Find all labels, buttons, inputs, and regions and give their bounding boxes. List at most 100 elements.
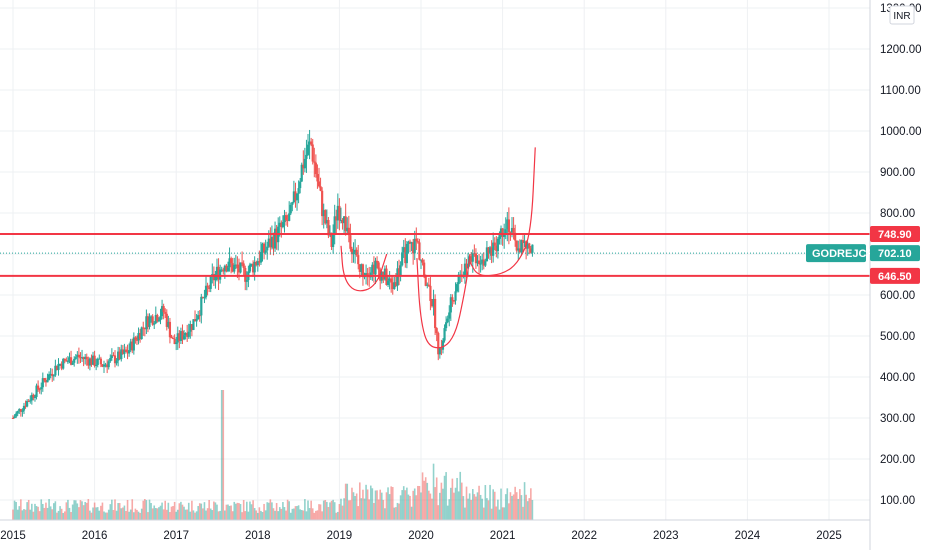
candle-body bbox=[386, 280, 390, 285]
candle-body bbox=[217, 266, 220, 280]
candle-body bbox=[110, 355, 113, 358]
candle-body bbox=[311, 144, 314, 162]
candle-body bbox=[372, 264, 376, 275]
candle-body bbox=[30, 394, 33, 401]
candle-body bbox=[124, 349, 128, 352]
candle-body bbox=[214, 274, 217, 281]
candle-body bbox=[107, 361, 110, 368]
candle-body bbox=[43, 378, 46, 381]
support-resistance-lines[interactable] bbox=[0, 232, 870, 277]
candle-body bbox=[514, 232, 517, 241]
y-tick-label: 300.00 bbox=[880, 413, 915, 425]
annotation-curve-1 bbox=[416, 253, 471, 349]
x-tick-label: 2024 bbox=[735, 530, 761, 542]
last-price-tag-label: 702.10 bbox=[878, 248, 912, 260]
candle-body bbox=[283, 215, 286, 223]
candle-body bbox=[51, 373, 54, 376]
candle-body bbox=[135, 339, 139, 341]
candle-body bbox=[73, 358, 76, 363]
candle-body bbox=[164, 312, 167, 314]
candle-body bbox=[186, 333, 189, 337]
candle-body bbox=[159, 316, 162, 321]
candle-body bbox=[388, 278, 391, 281]
candle-body bbox=[419, 259, 423, 261]
candle-body bbox=[206, 285, 209, 288]
candle-body bbox=[129, 341, 132, 351]
candle-body bbox=[26, 400, 29, 407]
candle-body bbox=[424, 276, 427, 286]
candle-body bbox=[231, 263, 234, 272]
x-tick-label: 2021 bbox=[490, 530, 516, 542]
candle-body bbox=[171, 338, 175, 340]
candle-body bbox=[434, 298, 437, 329]
y-tick-label: 600.00 bbox=[880, 290, 915, 302]
candle-body bbox=[146, 316, 150, 327]
candle-body bbox=[123, 349, 126, 354]
candle-body bbox=[339, 220, 343, 222]
candle-body bbox=[101, 364, 104, 367]
candle-body bbox=[16, 411, 19, 414]
candle-body bbox=[115, 360, 118, 364]
x-tick-label: 2025 bbox=[816, 530, 842, 542]
candle-body bbox=[358, 264, 361, 272]
y-tick-label: 1200.00 bbox=[880, 44, 922, 56]
candle-body bbox=[526, 243, 529, 249]
candle-body bbox=[234, 264, 237, 266]
y-tick-label: 100.00 bbox=[880, 495, 915, 507]
candle-body bbox=[121, 349, 124, 354]
candle-body bbox=[102, 364, 106, 367]
x-tick-label: 2019 bbox=[327, 530, 353, 542]
candle-body bbox=[170, 337, 173, 339]
candle-body bbox=[195, 319, 198, 322]
candle-body bbox=[295, 193, 299, 201]
candle-body bbox=[236, 264, 239, 269]
candle-body bbox=[253, 262, 256, 273]
x-tick-label: 2016 bbox=[82, 530, 108, 542]
candle-body bbox=[325, 219, 328, 224]
candle-body bbox=[192, 319, 195, 330]
time-axis[interactable]: 2015 2016 2017 2018 2019 2020 2021 2022 2023 2024… bbox=[0, 519, 870, 542]
candle-body bbox=[404, 247, 407, 264]
candle-body bbox=[481, 259, 484, 264]
candle-body bbox=[289, 204, 292, 214]
candle-body bbox=[242, 263, 245, 269]
candle-body bbox=[415, 238, 418, 242]
candle-body bbox=[396, 268, 399, 286]
candle-body bbox=[153, 323, 156, 325]
candle-body bbox=[273, 228, 277, 249]
candle-body bbox=[402, 247, 405, 253]
candle-body bbox=[374, 260, 377, 275]
currency-badge bbox=[889, 5, 915, 25]
candle-body bbox=[369, 272, 372, 278]
candle-body bbox=[134, 337, 137, 340]
candle-body bbox=[445, 322, 448, 329]
candle-body bbox=[267, 238, 270, 247]
candle-body bbox=[446, 318, 449, 323]
candle-body bbox=[29, 400, 32, 402]
candle-body bbox=[148, 316, 151, 327]
candle-body bbox=[219, 269, 222, 280]
candle-body bbox=[313, 161, 316, 163]
candle-body bbox=[451, 297, 454, 301]
candle-body bbox=[54, 365, 57, 376]
candle-body bbox=[87, 359, 90, 366]
y-tick-label: 1000.00 bbox=[880, 126, 922, 138]
candle-body bbox=[476, 260, 479, 264]
candle-body bbox=[109, 357, 112, 362]
candle-body bbox=[160, 306, 164, 317]
candle-body bbox=[80, 357, 84, 359]
candle-body bbox=[178, 333, 181, 341]
candle-body bbox=[310, 141, 313, 145]
y-tick-label: 900.00 bbox=[880, 167, 915, 179]
candle-body bbox=[168, 321, 172, 338]
candle-body bbox=[336, 205, 339, 221]
candle-body bbox=[457, 274, 460, 285]
candle-body bbox=[299, 181, 302, 189]
candle-body bbox=[230, 258, 233, 264]
candle-body bbox=[104, 364, 107, 366]
candle-body bbox=[18, 409, 21, 412]
candle-body bbox=[429, 285, 432, 301]
level-tag-0 bbox=[870, 225, 920, 242]
candle-body bbox=[499, 228, 503, 236]
